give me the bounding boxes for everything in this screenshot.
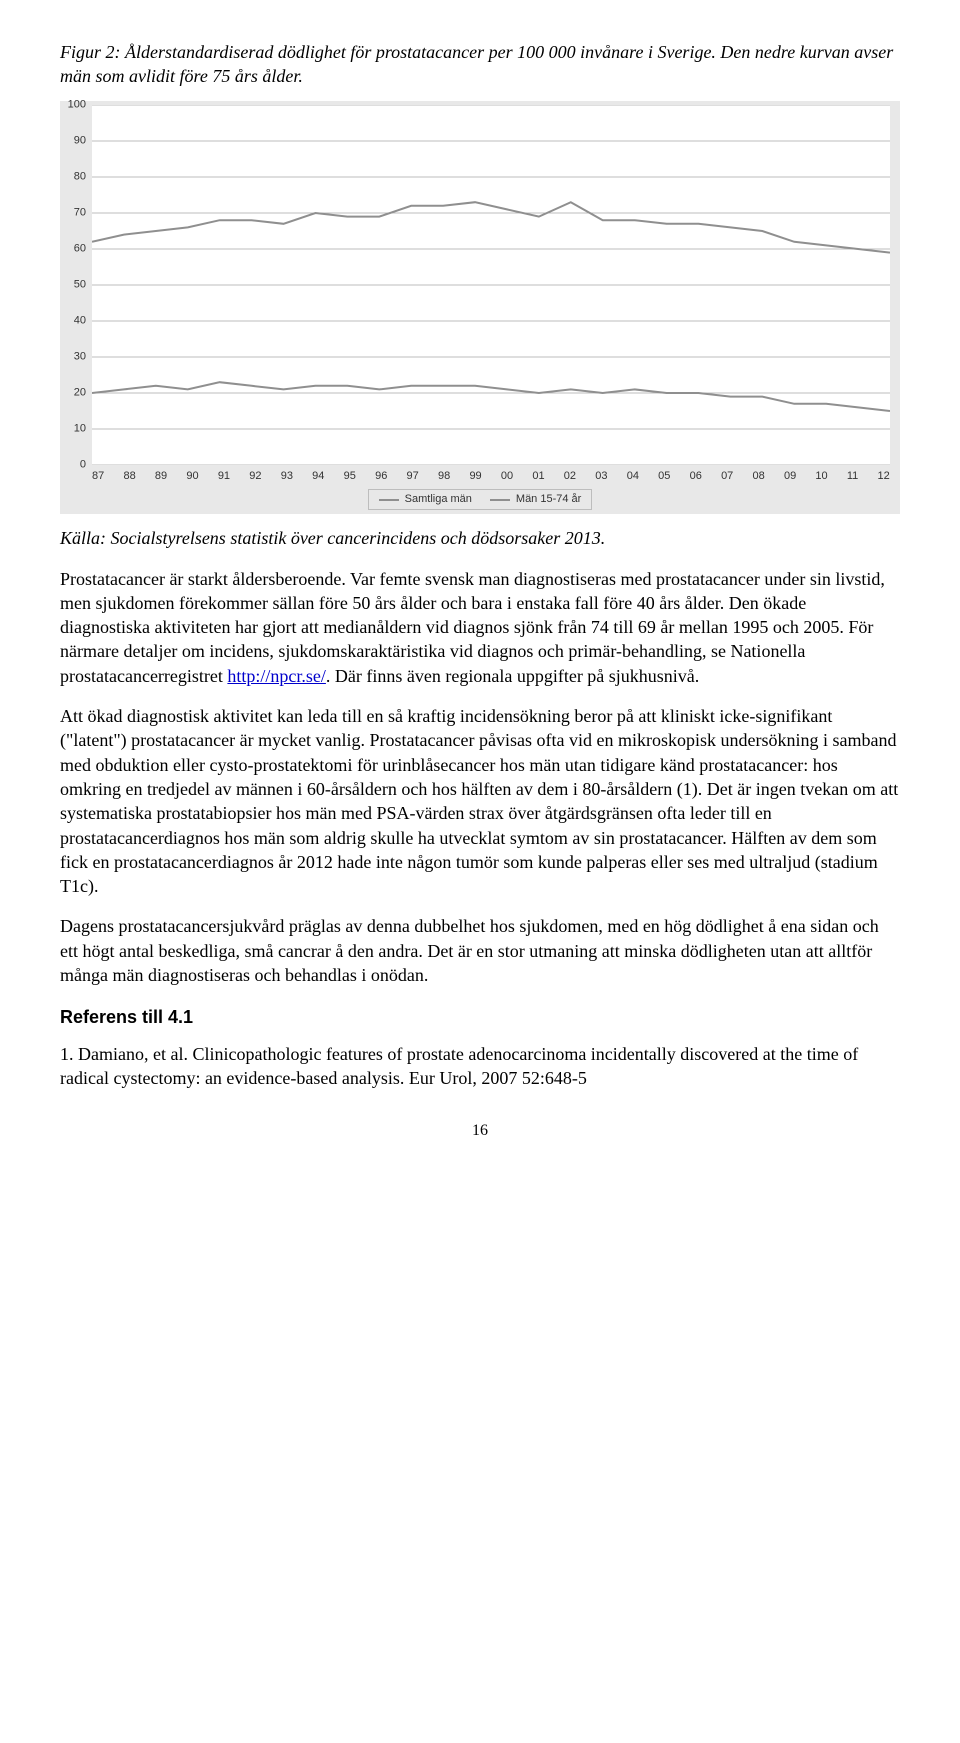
chart-source: Källa: Socialstyrelsens statistik över c…: [60, 526, 900, 550]
chart-x-axis-labels: 87 88 89 90 91 92 93 94 95 96 97 98 99 00 01 02 03 04 05 06…: [92, 465, 890, 484]
x-tick-label: 05: [658, 469, 670, 484]
y-tick-label: 30: [74, 349, 86, 364]
x-tick-label: 88: [123, 469, 135, 484]
y-tick-label: 20: [74, 385, 86, 400]
x-tick-label: 94: [312, 469, 324, 484]
paragraph-1: Prostatacancer är starkt åldersberoende.…: [60, 567, 900, 688]
figure-caption: Figur 2: Ålderstandardiserad dödlighet f…: [60, 40, 900, 89]
x-tick-label: 09: [784, 469, 796, 484]
y-tick-label: 50: [74, 277, 86, 292]
x-tick-label: 02: [564, 469, 576, 484]
x-tick-label: 98: [438, 469, 450, 484]
x-tick-label: 06: [690, 469, 702, 484]
x-tick-label: 03: [595, 469, 607, 484]
y-tick-label: 80: [74, 169, 86, 184]
y-tick-label: 60: [74, 241, 86, 256]
y-tick-label: 0: [80, 457, 86, 472]
x-tick-label: 99: [469, 469, 481, 484]
x-tick-label: 97: [407, 469, 419, 484]
x-tick-label: 01: [532, 469, 544, 484]
npcr-link[interactable]: http://npcr.se/: [227, 666, 326, 686]
y-tick-label: 10: [74, 421, 86, 436]
x-tick-label: 07: [721, 469, 733, 484]
x-tick-label: 87: [92, 469, 104, 484]
x-tick-label: 91: [218, 469, 230, 484]
legend-swatch-icon: [379, 499, 399, 501]
chart-plot-area: 0102030405060708090100: [92, 105, 890, 465]
x-tick-label: 10: [815, 469, 827, 484]
legend-item: Män 15-74 år: [490, 492, 581, 507]
y-tick-label: 40: [74, 313, 86, 328]
x-tick-label: 90: [186, 469, 198, 484]
page-number: 16: [60, 1120, 900, 1142]
x-tick-label: 11: [847, 469, 858, 484]
x-tick-label: 12: [878, 469, 890, 484]
legend-item: Samtliga män: [379, 492, 472, 507]
chart-svg: [92, 105, 890, 465]
legend-label: Män 15-74 år: [516, 492, 581, 507]
paragraph-3: Dagens prostatacancersjukvård präglas av…: [60, 914, 900, 987]
x-tick-label: 95: [344, 469, 356, 484]
legend-label: Samtliga män: [405, 492, 472, 507]
x-tick-label: 00: [501, 469, 513, 484]
y-tick-label: 90: [74, 133, 86, 148]
y-tick-label: 100: [68, 97, 86, 112]
x-tick-label: 93: [281, 469, 293, 484]
x-tick-label: 08: [753, 469, 765, 484]
x-tick-label: 04: [627, 469, 639, 484]
legend-swatch-icon: [490, 499, 510, 501]
x-tick-label: 89: [155, 469, 167, 484]
reference-item: 1. Damiano, et al. Clinicopathologic fea…: [60, 1042, 900, 1091]
chart-legend: Samtliga män Män 15-74 år: [368, 489, 593, 510]
chart-container: 0102030405060708090100 87 88 89 90 91 92 93 94 9…: [60, 101, 900, 515]
x-tick-label: 92: [249, 469, 261, 484]
references-heading: Referens till 4.1: [60, 1005, 900, 1029]
y-tick-label: 70: [74, 205, 86, 220]
x-tick-label: 96: [375, 469, 387, 484]
chart-y-axis-labels: 0102030405060708090100: [64, 105, 88, 465]
paragraph-2: Att ökad diagnostisk aktivitet kan leda …: [60, 704, 900, 898]
paragraph-1-text-b: . Där finns även regionala uppgifter på …: [326, 666, 699, 686]
